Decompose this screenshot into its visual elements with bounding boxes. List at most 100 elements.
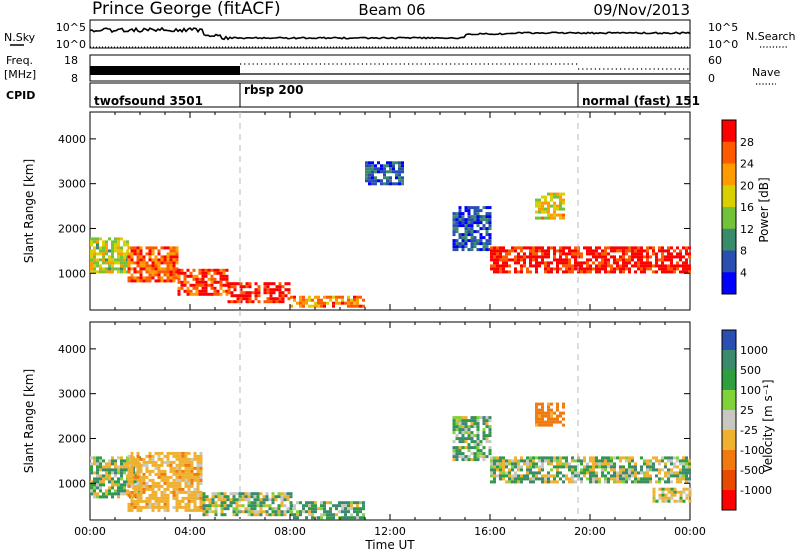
velocity-region-7: [652, 487, 692, 503]
freq-tick-top: 18: [64, 54, 78, 67]
cpid-label: CPID: [6, 89, 35, 102]
power-region-7: [535, 192, 565, 220]
velocity-colorbar-tick-5: -100: [740, 444, 765, 457]
velocity-colorbar-swatch-4: [722, 410, 736, 431]
nsky-label: N.Sky: [4, 31, 36, 44]
cpid-segment-2: rbsp 200: [244, 83, 303, 97]
power-colorbar-swatch-4: [722, 207, 736, 230]
power-colorbar-tick-1: 24: [740, 158, 754, 171]
velocity-colorbar-swatch-1: [722, 350, 736, 371]
power-colorbar-frame: [721, 119, 737, 295]
x-tick-label-3: 12:00: [374, 525, 406, 538]
power-colorbar-swatch-1: [722, 141, 736, 164]
velocity-colorbar-swatch-0: [722, 330, 736, 351]
x-tick-label-2: 08:00: [274, 525, 306, 538]
nsearch-tick-top: 10^5: [708, 21, 738, 34]
power-ytick-label-1000: 1000: [58, 267, 86, 280]
power-ylabel: Slant Range [km]: [22, 159, 36, 263]
nsky-tick-top: 10^5: [56, 21, 86, 34]
velocity-colorbar-frame: [721, 329, 737, 511]
power-ytick-label-4000: 4000: [58, 133, 86, 146]
power-colorbar-tick-4: 12: [740, 223, 754, 236]
nsearch-label: N.Search: [746, 30, 796, 43]
power-ytick-label-2000: 2000: [58, 222, 86, 235]
power-ytick-label-3000: 3000: [58, 178, 86, 191]
power-colorbar-tick-6: 4: [740, 266, 747, 279]
freq-block-twofsound: [90, 66, 240, 75]
velocity-colorbar-tick-3: 25: [740, 404, 754, 417]
nsearch-tick-bottom: 10^0: [708, 38, 738, 51]
nave-tick-top: 60: [708, 54, 722, 67]
power-colorbar-swatch-0: [722, 120, 736, 143]
velocity-colorbar-swatch-8: [722, 490, 736, 511]
velocity-region-3: [290, 501, 365, 520]
power-colorbar-label: Power [dB]: [757, 177, 771, 242]
velocity-colorbar-swatch-3: [722, 390, 736, 411]
velocity-colorbar-tick-6: -500: [740, 464, 765, 477]
power-colorbar-tick-2: 20: [740, 179, 754, 192]
power-colorbar-swatch-5: [722, 228, 736, 251]
x-tick-label-5: 20:00: [574, 525, 606, 538]
x-tick-label-4: 16:00: [474, 525, 506, 538]
velocity-region-2: [202, 492, 293, 517]
freq-unit: [MHz]: [4, 68, 36, 81]
cpid-segment-1: twofsound 3501: [94, 94, 203, 108]
station-title: Prince George (fitACF): [92, 0, 281, 19]
power-colorbar-tick-3: 16: [740, 201, 754, 214]
power-region-8: [365, 161, 404, 186]
nsky-tick-bottom: 10^0: [56, 38, 86, 51]
velocity-ytick-label-4000: 4000: [58, 343, 86, 356]
power-colorbar-swatch-2: [722, 163, 736, 186]
velocity-colorbar-tick-2: 100: [740, 384, 761, 397]
cpid-segment-3: normal (fast) 151: [582, 94, 700, 108]
velocity-axes: 1000 2000 3000 4000: [58, 322, 691, 520]
velocity-colorbar-swatch-5: [722, 430, 736, 451]
power-region-5: [452, 206, 492, 252]
velocity-colorbar-tick-7: -1000: [740, 484, 772, 497]
time-axis: 00:00 04:00 08:00 12:00 16:00 20:00 00:00: [74, 525, 706, 538]
nsky-line: [89, 26, 691, 41]
power-region-0: [90, 237, 129, 274]
velocity-colorbar-label: Velocity [m s⁻¹]: [761, 379, 775, 472]
x-axis-label: Time UT: [364, 538, 415, 552]
velocity-ylabel: Slant Range [km]: [22, 369, 36, 473]
power-colorbar-swatch-3: [722, 185, 736, 208]
velocity-ytick-label-3000: 3000: [58, 388, 86, 401]
power-heatmap: [90, 161, 691, 308]
power-region-3: [227, 282, 291, 304]
power-region-2: [177, 268, 229, 296]
velocity-colorbar-tick-0: 1000: [740, 344, 768, 357]
beam-title: Beam 06: [358, 1, 425, 19]
power-colorbar-tick-0: 28: [740, 136, 754, 149]
nave-tick-bottom: 0: [708, 72, 715, 85]
power-colorbar: 28 24 20 16 12 8 4: [721, 119, 754, 295]
velocity-colorbar-tick-1: 500: [740, 364, 761, 377]
velocity-region-1: [127, 451, 203, 512]
nave-label: Nave: [752, 66, 780, 79]
freq-trace: [90, 63, 690, 75]
velocity-colorbar-swatch-7: [722, 470, 736, 491]
freq-tick-bottom: 8: [71, 72, 78, 85]
power-region-1: [127, 246, 179, 283]
velocity-ytick-label-1000: 1000: [58, 477, 86, 490]
velocity-region-5: [490, 456, 691, 484]
velocity-region-4: [452, 416, 492, 462]
x-tick-label-0: 00:00: [74, 525, 106, 538]
velocity-ytick-label-2000: 2000: [58, 432, 86, 445]
velocity-colorbar-tick-4: -25: [740, 424, 758, 437]
power-colorbar-tick-5: 8: [740, 245, 747, 258]
nsky-panel-frame: [89, 19, 691, 49]
date-title: 09/Nov/2013: [593, 1, 690, 19]
nsky-trace: [89, 26, 691, 48]
velocity-colorbar-swatch-6: [722, 450, 736, 471]
velocity-colorbar: 1000 500 100 25 -25 -100 -500 -1000: [721, 329, 772, 511]
velocity-colorbar-swatch-2: [722, 370, 736, 391]
power-axes: 1000 2000 3000 4000: [58, 112, 691, 310]
x-tick-label-6: 00:00: [674, 525, 706, 538]
power-region-4: [290, 295, 365, 308]
power-colorbar-swatch-6: [722, 250, 736, 273]
x-tick-label-1: 04:00: [174, 525, 206, 538]
cpid-panel-frame: [89, 82, 691, 108]
